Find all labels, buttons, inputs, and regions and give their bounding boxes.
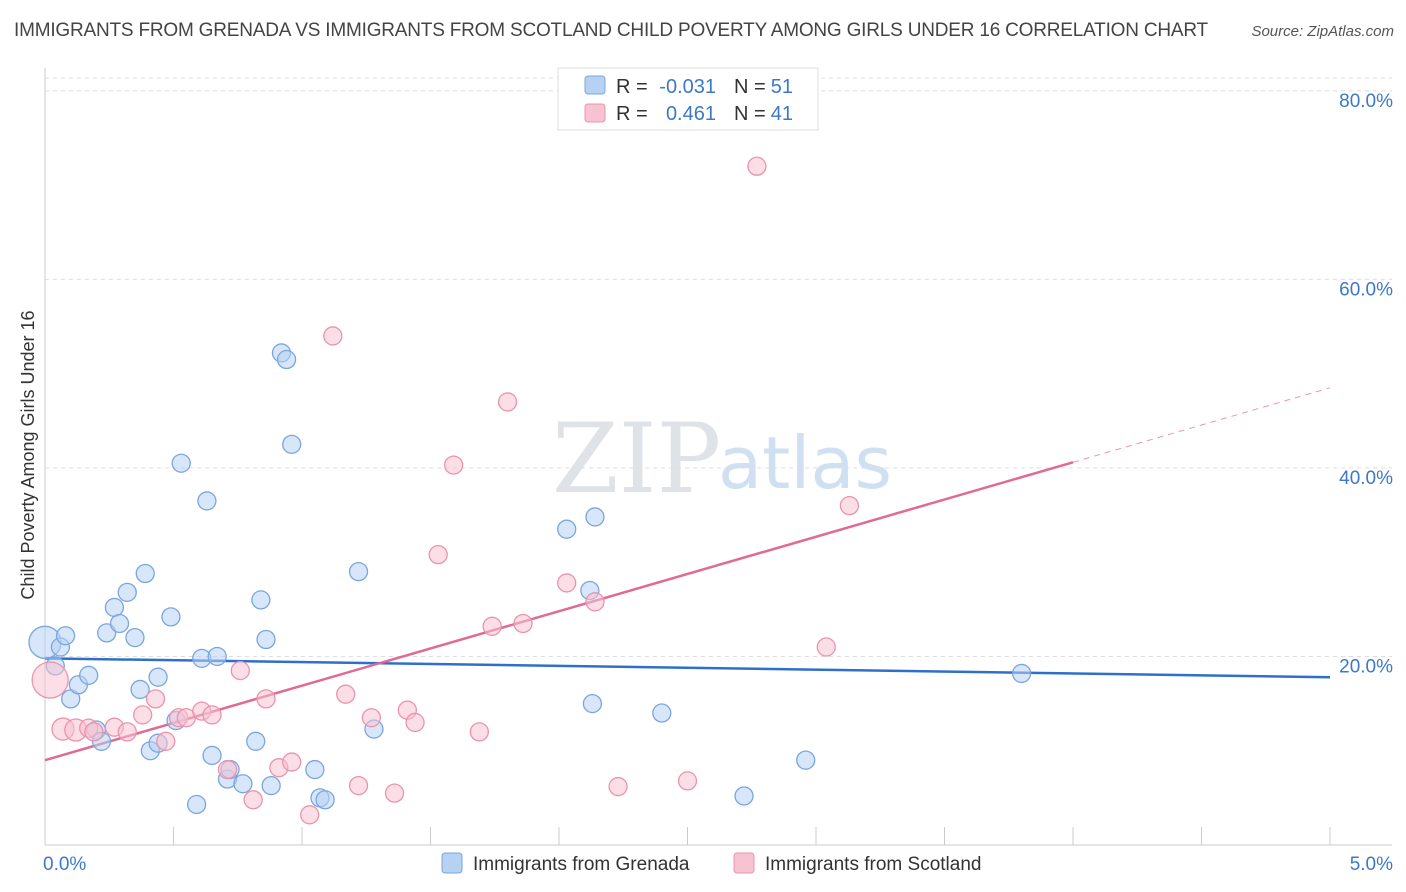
trend-line-extension-scotland xyxy=(1072,387,1331,463)
legend-n-value-grenada: 51 xyxy=(771,76,793,98)
grenada-point xyxy=(135,563,155,584)
scotland-point xyxy=(133,705,153,725)
grenada-point xyxy=(348,561,369,582)
grenada-point xyxy=(117,582,137,603)
legend-r-label-scotland: R = xyxy=(616,103,648,125)
grenada-point xyxy=(305,759,325,780)
grenada-point xyxy=(207,646,227,667)
grenada-point xyxy=(246,731,266,751)
scotland-point xyxy=(816,637,836,657)
grenada-point xyxy=(125,627,145,648)
legend-r-label-grenada: R = xyxy=(616,76,648,98)
scotland-point xyxy=(405,712,425,733)
grenada-point xyxy=(585,507,605,527)
scotland-point xyxy=(428,545,448,565)
top-legend: R = -0.031 N = 51 R = 0.461 N = 41 xyxy=(557,67,819,131)
bottom-legend-swatch-scotland xyxy=(733,852,755,874)
y-tick-label: 60.0% xyxy=(1339,279,1393,300)
grenada-point xyxy=(582,693,603,714)
y-tick-label: 40.0% xyxy=(1339,468,1393,489)
scotland-point xyxy=(469,722,489,742)
grenada-point xyxy=(130,679,150,700)
watermark-atlas: atlas xyxy=(718,421,892,505)
grenada-point xyxy=(261,775,281,796)
grenada-point xyxy=(796,750,816,770)
scotland-point xyxy=(230,660,250,681)
grenada-point xyxy=(251,590,271,610)
grenada-point xyxy=(557,519,577,539)
scotland-point xyxy=(323,326,343,346)
legend-n-label-scotland: N = xyxy=(734,103,766,125)
grenada-point xyxy=(202,745,222,766)
legend-r-value-scotland: 0.461 xyxy=(666,103,716,125)
scotland-point xyxy=(839,495,860,516)
grenada-point xyxy=(734,786,754,806)
grenada-point xyxy=(161,607,181,627)
scotland-point xyxy=(145,689,166,709)
watermark-zip: ZIP xyxy=(552,403,721,515)
scotland-point xyxy=(677,771,698,791)
scotland-point xyxy=(348,775,369,796)
scotland-point xyxy=(117,722,137,742)
scotland-point xyxy=(282,752,302,772)
scotland-point xyxy=(361,708,382,728)
grenada-point xyxy=(233,774,253,794)
grenada-point xyxy=(315,790,335,810)
x-tick-label: 5.0% xyxy=(1350,854,1393,875)
trend-line-grenada xyxy=(44,657,1331,679)
scotland-point xyxy=(84,722,104,742)
scotland-point xyxy=(217,759,238,780)
grenada-point xyxy=(1011,663,1032,684)
legend-swatch-grenada xyxy=(584,75,606,95)
bottom-legend-label-scotland: Immigrants from Scotland xyxy=(765,854,981,875)
bottom-legend-label-grenada: Immigrants from Grenada xyxy=(473,854,690,875)
grenada-point xyxy=(104,597,125,618)
scotland-point xyxy=(443,455,464,475)
scotland-point xyxy=(336,684,356,704)
grenada-point xyxy=(79,665,99,685)
grenada-point xyxy=(282,434,302,455)
grenada-point xyxy=(276,349,297,370)
legend-r-value-grenada: -0.031 xyxy=(659,76,716,98)
scotland-point xyxy=(557,573,577,593)
scotland-point xyxy=(585,592,605,612)
grenada-point xyxy=(55,626,76,646)
scotland-point xyxy=(482,616,502,636)
grenada-point xyxy=(256,629,276,650)
grid-lines xyxy=(45,77,1392,657)
grenada-point xyxy=(186,794,207,815)
scotland-point xyxy=(747,156,767,176)
scotland-point xyxy=(31,661,69,699)
y-axis-label: Child Poverty Among Girls Under 16 xyxy=(18,310,38,599)
bottom-legend: Immigrants from Grenada Immigrants from … xyxy=(441,852,981,875)
grenada-point xyxy=(171,453,191,473)
chart-title: IMMIGRANTS FROM GRENADA VS IMMIGRANTS FR… xyxy=(14,20,1208,41)
bottom-legend-swatch-grenada xyxy=(441,852,463,874)
scotland-point xyxy=(513,613,533,634)
legend-n-value-scotland: 41 xyxy=(771,103,793,125)
grenada-point xyxy=(197,491,217,511)
grenada-point xyxy=(97,623,117,643)
legend-swatch-scotland xyxy=(584,103,606,123)
y-tick-label: 20.0% xyxy=(1339,656,1393,677)
x-tick-label: 0.0% xyxy=(43,854,86,875)
source-credit: Source: ZipAtlas.com xyxy=(1251,23,1394,40)
scotland-point xyxy=(202,705,222,725)
scotland-point xyxy=(256,689,276,709)
scotland-point xyxy=(300,805,320,825)
legend-n-label-grenada: N = xyxy=(734,76,766,98)
scotland-point xyxy=(156,731,176,751)
grenada-point xyxy=(148,667,168,687)
data-points xyxy=(28,156,1032,825)
scotland-point xyxy=(497,392,518,412)
grenada-point xyxy=(652,703,672,723)
scotland-point xyxy=(608,776,628,797)
scotland-point xyxy=(243,790,263,810)
y-tick-label: 80.0% xyxy=(1339,91,1393,112)
axes: 20.0% 40.0% 60.0% 80.0% 0.0% 5.0% xyxy=(43,68,1393,875)
grenada-point xyxy=(109,613,130,634)
scotland-point xyxy=(384,783,405,803)
